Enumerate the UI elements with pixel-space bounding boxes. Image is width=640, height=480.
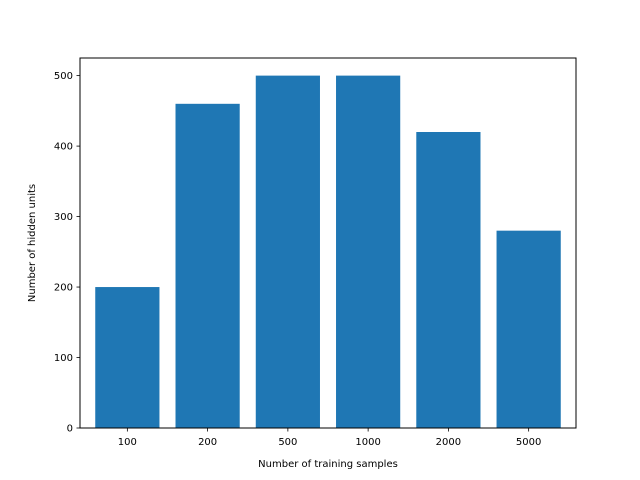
y-tick-label: 100 bbox=[54, 353, 73, 364]
bar-200 bbox=[175, 103, 240, 429]
x-tick-label: 200 bbox=[198, 437, 217, 448]
x-tick-label: 1000 bbox=[355, 437, 380, 448]
bar-500 bbox=[255, 75, 320, 428]
bar-1000 bbox=[336, 75, 401, 428]
x-tick-label: 2000 bbox=[436, 437, 461, 448]
x-axis-label: Number of training samples bbox=[258, 459, 398, 470]
x-tick-label: 100 bbox=[118, 437, 137, 448]
bar-5000 bbox=[496, 230, 561, 428]
bar-100 bbox=[95, 287, 160, 428]
y-axis-ticks: 0 100 200 300 400 500 bbox=[54, 71, 80, 435]
x-tick-label: 500 bbox=[278, 437, 297, 448]
y-tick-label: 0 bbox=[67, 424, 73, 435]
y-tick-label: 300 bbox=[54, 212, 73, 223]
y-tick-label: 400 bbox=[54, 142, 73, 153]
plot-frame bbox=[79, 57, 577, 429]
plot-background bbox=[80, 58, 576, 428]
bars-group bbox=[95, 75, 561, 429]
y-axis-label: Number of hidden units bbox=[27, 184, 38, 302]
y-tick-label: 200 bbox=[54, 283, 73, 294]
x-axis-ticks: 100 200 500 1000 2000 5000 bbox=[118, 428, 541, 448]
x-tick-label: 5000 bbox=[516, 437, 541, 448]
bar-2000 bbox=[416, 132, 481, 428]
y-tick-label: 500 bbox=[54, 71, 73, 82]
